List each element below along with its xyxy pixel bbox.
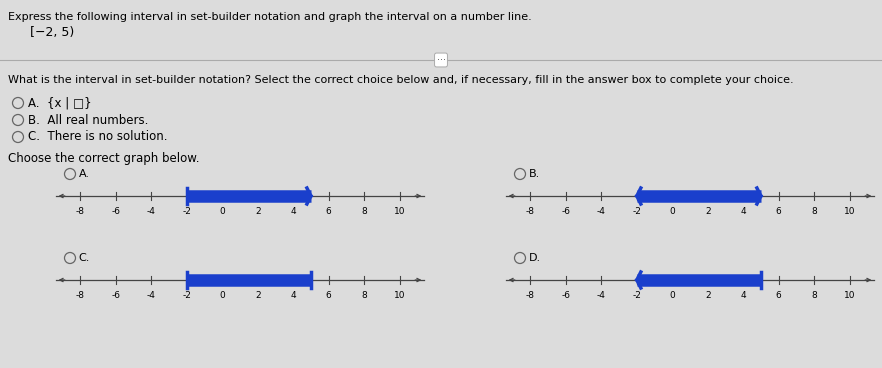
Text: -6: -6 (562, 207, 571, 216)
Text: -2: -2 (632, 207, 641, 216)
Text: 4: 4 (290, 291, 296, 300)
Text: 4: 4 (740, 291, 746, 300)
Text: -8: -8 (76, 207, 85, 216)
Text: B.: B. (528, 169, 540, 179)
Text: 10: 10 (844, 291, 856, 300)
Text: C.  There is no solution.: C. There is no solution. (27, 131, 167, 144)
Text: 6: 6 (325, 291, 332, 300)
Text: 0: 0 (220, 291, 225, 300)
Text: 8: 8 (362, 207, 367, 216)
Text: Choose the correct graph below.: Choose the correct graph below. (8, 152, 199, 165)
Text: Express the following interval in set-builder notation and graph the interval on: Express the following interval in set-bu… (8, 12, 532, 22)
Text: -6: -6 (562, 291, 571, 300)
Text: 10: 10 (393, 291, 406, 300)
Text: C.: C. (78, 253, 90, 263)
Text: ···: ··· (437, 55, 445, 65)
Text: -2: -2 (183, 207, 191, 216)
Text: 2: 2 (255, 291, 260, 300)
Text: 8: 8 (811, 207, 817, 216)
Text: 6: 6 (776, 207, 781, 216)
Text: D.: D. (528, 253, 541, 263)
Text: -4: -4 (147, 291, 156, 300)
Text: A.: A. (78, 169, 89, 179)
Text: [−2, 5): [−2, 5) (30, 26, 74, 39)
Text: -8: -8 (526, 207, 535, 216)
Text: 0: 0 (669, 207, 675, 216)
Text: 2: 2 (255, 207, 260, 216)
Text: -4: -4 (597, 291, 606, 300)
Text: 8: 8 (362, 291, 367, 300)
Text: -6: -6 (111, 291, 121, 300)
Text: 2: 2 (705, 291, 711, 300)
Text: 0: 0 (220, 207, 225, 216)
Text: -4: -4 (597, 207, 606, 216)
Text: -2: -2 (183, 291, 191, 300)
Text: 0: 0 (669, 291, 675, 300)
Text: 10: 10 (393, 207, 406, 216)
Text: -6: -6 (111, 207, 121, 216)
Text: 6: 6 (325, 207, 332, 216)
Text: B.  All real numbers.: B. All real numbers. (27, 113, 148, 127)
Text: A.  {x | □}: A. {x | □} (27, 96, 91, 110)
Text: -4: -4 (147, 207, 156, 216)
Text: 4: 4 (290, 207, 296, 216)
Text: 8: 8 (811, 291, 817, 300)
Text: 6: 6 (776, 291, 781, 300)
Text: -8: -8 (76, 291, 85, 300)
Text: 4: 4 (740, 207, 746, 216)
Text: What is the interval in set-builder notation? Select the correct choice below an: What is the interval in set-builder nota… (8, 75, 794, 85)
Text: -2: -2 (632, 291, 641, 300)
Text: 2: 2 (705, 207, 711, 216)
Text: -8: -8 (526, 291, 535, 300)
Text: 10: 10 (844, 207, 856, 216)
